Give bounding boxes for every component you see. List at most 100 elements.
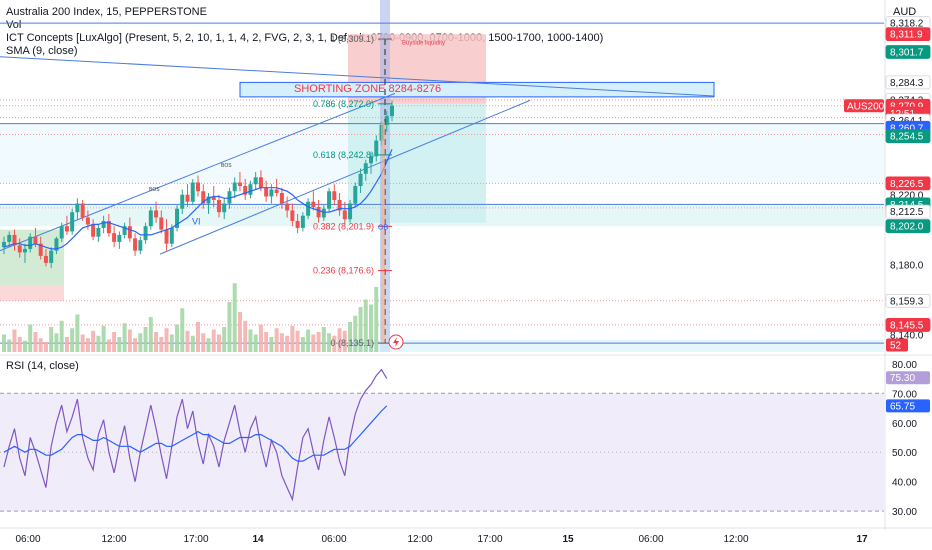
volume-bar xyxy=(337,328,342,352)
candle-body xyxy=(269,189,274,197)
candle-body xyxy=(91,224,96,237)
time-axis-tick: 06:00 xyxy=(15,534,40,545)
candle-body xyxy=(127,226,132,239)
volume-bar xyxy=(154,332,159,352)
candle-body xyxy=(285,203,290,211)
volume-bar xyxy=(133,338,138,352)
candle-body xyxy=(253,177,258,185)
candle-body xyxy=(190,182,195,202)
volume-bar xyxy=(38,338,43,352)
candle-body xyxy=(54,238,59,251)
price-axis-tick: 8,180.0 xyxy=(890,261,924,272)
fib-level-label: 0 (8,135.1) xyxy=(330,338,374,348)
candle-body xyxy=(17,245,22,253)
candle-body xyxy=(28,236,33,249)
candle-body xyxy=(159,217,164,230)
fib-level-label: 0.382 (8,201.9) xyxy=(313,221,374,231)
buyside-liquidity-label: Buyside liquidity xyxy=(402,40,445,46)
candle-body xyxy=(316,206,321,218)
candle-body xyxy=(164,229,169,244)
volume-bar xyxy=(112,332,117,352)
volume-bar xyxy=(222,327,227,352)
rsi-axis-tick: 60.00 xyxy=(892,419,917,430)
candle-body xyxy=(243,186,248,195)
candle-body xyxy=(80,203,85,218)
candle-body xyxy=(353,186,358,204)
sma-polyline xyxy=(3,149,393,250)
rsi-axis-tick: 80.00 xyxy=(892,360,917,371)
volume-bar xyxy=(264,332,269,352)
volume-bar xyxy=(290,325,295,352)
volume-bar xyxy=(175,324,180,352)
time-axis-tick: 06:00 xyxy=(638,534,663,545)
price-tag-bg xyxy=(885,176,931,191)
volume-bar xyxy=(196,322,200,352)
time-axis-tick: 15 xyxy=(562,534,574,545)
volume-bar xyxy=(363,299,368,352)
candle-body xyxy=(75,203,80,213)
volume-zone-strip xyxy=(348,340,884,352)
price-axis-tick: 8,220.0 xyxy=(890,191,924,202)
candle-body xyxy=(206,196,211,204)
rsi-axis-tick: 70.00 xyxy=(892,389,917,400)
candle-body xyxy=(12,234,17,246)
volume-bar xyxy=(64,337,69,352)
candle-body xyxy=(222,203,227,213)
candle-body xyxy=(227,191,232,204)
price-tag: 8,301.7 xyxy=(890,47,924,58)
price-tag-bg xyxy=(885,75,931,90)
volume-bar xyxy=(59,320,64,352)
volume-bar xyxy=(358,307,363,352)
fib-levels: 1 (8,309.1) 0.786 (8,272.0) 0.618 (8,242.8… xyxy=(313,34,392,348)
volume-bar xyxy=(321,327,326,352)
currency-label[interactable]: AUD xyxy=(893,6,917,18)
rsi-ma-value-tag-bg xyxy=(886,399,930,413)
candle-body xyxy=(390,105,394,117)
volume-bar xyxy=(269,337,274,352)
time-axis: 06:00 12:00 17:00 14 06:00 12:00 17:00 15 06:00 1… xyxy=(0,527,932,545)
volume-bar xyxy=(342,330,347,352)
volume-bar xyxy=(22,340,27,352)
volume-bar xyxy=(243,320,248,352)
candle-body xyxy=(64,226,69,232)
symbol-title: Australia 200 Index, 15, PEPPERSTONE xyxy=(6,6,207,18)
candle-body xyxy=(295,220,300,228)
volume-bar xyxy=(54,333,59,352)
candle-body xyxy=(337,199,342,211)
candle-body xyxy=(237,182,242,186)
volume-bar xyxy=(185,330,190,352)
volume-bar xyxy=(258,324,263,352)
candle-body xyxy=(2,241,6,248)
candle-body xyxy=(70,212,75,232)
candle-body xyxy=(311,201,316,207)
candle-body xyxy=(274,189,279,193)
candle-body xyxy=(342,210,347,220)
ob-label: OB xyxy=(378,225,388,232)
rsi-label[interactable]: RSI (14, close) xyxy=(6,360,79,372)
price-tag: 8,260.7 xyxy=(890,123,924,134)
sma-indicator-label[interactable]: SMA (9, close) xyxy=(6,45,78,57)
volume-bar xyxy=(70,328,75,352)
price-tag: 8,212.5 xyxy=(890,207,924,218)
volume-bar xyxy=(211,329,216,352)
volume-bar xyxy=(332,335,337,352)
volume-bar xyxy=(2,334,6,352)
candle-body xyxy=(369,156,374,164)
candle-body xyxy=(321,208,326,218)
candle-body xyxy=(133,238,138,251)
candle-body xyxy=(211,196,216,200)
price-tag-bg xyxy=(885,318,931,332)
candle-body xyxy=(358,173,363,186)
volume-bar xyxy=(75,314,80,352)
symbol-tag-bg xyxy=(844,99,884,113)
time-axis-tick: 14 xyxy=(252,534,264,545)
price-tag-bg xyxy=(885,129,931,144)
candles xyxy=(2,100,394,269)
fib-level-label: 0.618 (8,242.8) xyxy=(313,150,374,160)
candle-body xyxy=(216,199,221,213)
price-tag: 8,145.5 xyxy=(890,320,924,331)
volume-bar xyxy=(306,329,311,352)
volume-bar xyxy=(348,322,353,352)
price-tag: 8,226.5 xyxy=(890,179,924,190)
